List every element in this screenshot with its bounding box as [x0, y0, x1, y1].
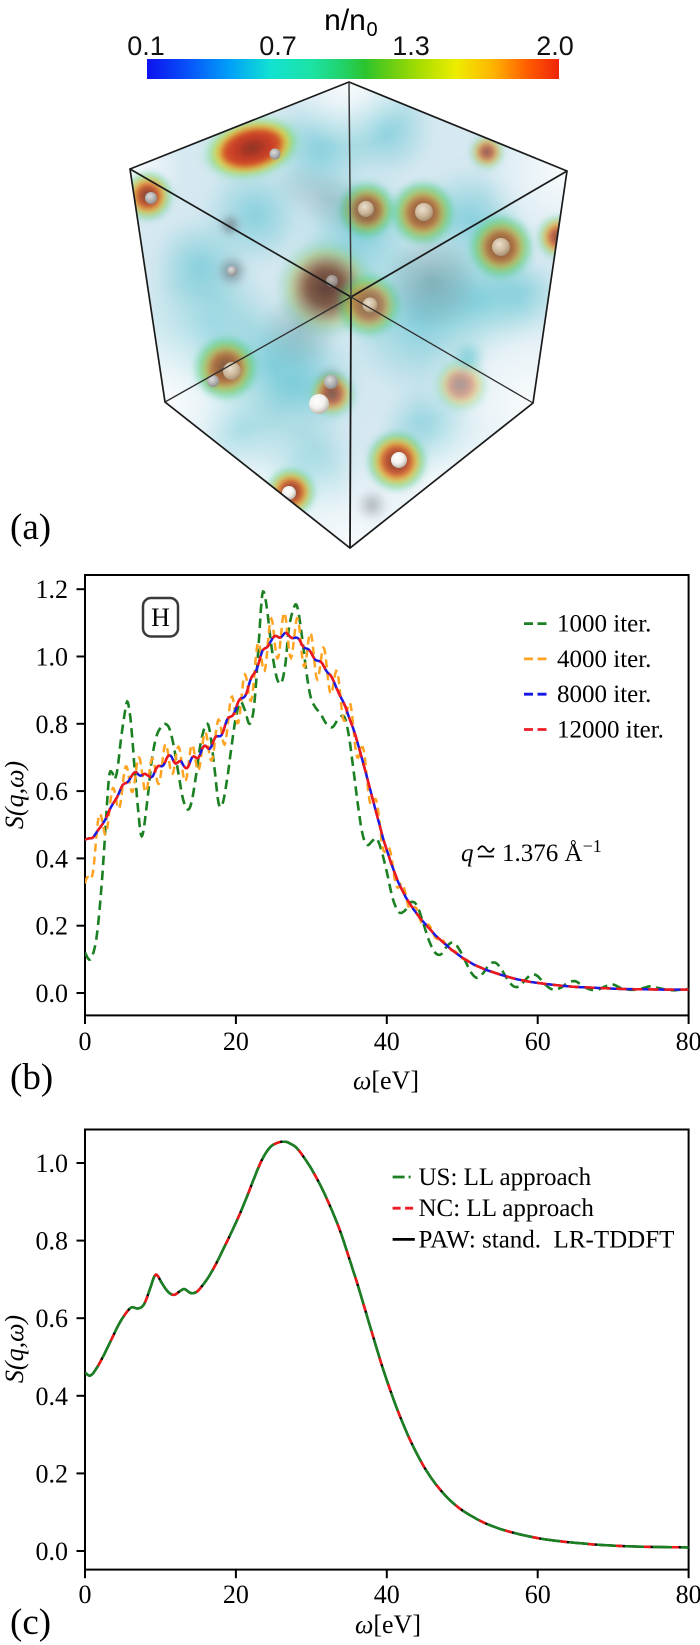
svg-text:US: LL approach: US: LL approach — [419, 1164, 592, 1191]
svg-text:0: 0 — [79, 1580, 92, 1609]
svg-text:80: 80 — [676, 1580, 700, 1609]
svg-text:0.7: 0.7 — [259, 31, 297, 61]
svg-text:1.3: 1.3 — [392, 31, 430, 61]
svg-text:H: H — [151, 603, 170, 632]
svg-text:0.0: 0.0 — [36, 1537, 69, 1566]
svg-text:n/n: n/n — [324, 4, 366, 37]
svg-text:ω[eV]: ω[eV] — [353, 1066, 419, 1095]
svg-text:60: 60 — [525, 1580, 551, 1609]
svg-text:0.4: 0.4 — [36, 1382, 69, 1411]
svg-text:0: 0 — [79, 1027, 92, 1056]
svg-text:0.2: 0.2 — [36, 912, 69, 941]
svg-text:80: 80 — [676, 1027, 700, 1056]
svg-text:0: 0 — [366, 19, 377, 41]
svg-text:0.0: 0.0 — [36, 979, 69, 1008]
svg-text:1000 iter.: 1000 iter. — [557, 611, 651, 638]
svg-text:40: 40 — [374, 1580, 400, 1609]
svg-text:0.1: 0.1 — [127, 31, 165, 61]
svg-text:0.2: 0.2 — [36, 1459, 69, 1488]
svg-text:4000 iter.: 4000 iter. — [557, 646, 651, 673]
svg-text:0.6: 0.6 — [36, 1304, 69, 1333]
svg-text:60: 60 — [525, 1027, 551, 1056]
svg-text:S(q,ω): S(q,ω) — [0, 761, 29, 829]
svg-text:NC: LL approach: NC: LL approach — [419, 1195, 595, 1222]
svg-text:0.8: 0.8 — [36, 1227, 69, 1256]
svg-text:(c): (c) — [10, 1602, 51, 1643]
svg-text:(b): (b) — [10, 1057, 53, 1098]
svg-text:2.0: 2.0 — [536, 31, 574, 61]
svg-text:12000 iter.: 12000 iter. — [557, 717, 664, 744]
svg-text:ω[eV]: ω[eV] — [355, 1610, 421, 1639]
svg-text:20: 20 — [223, 1027, 249, 1056]
svg-text:1.0: 1.0 — [36, 1149, 69, 1178]
svg-text:8000 iter.: 8000 iter. — [557, 681, 651, 708]
svg-text:40: 40 — [374, 1027, 400, 1056]
svg-text:S(q,ω): S(q,ω) — [0, 1315, 29, 1383]
svg-text:0.4: 0.4 — [36, 844, 69, 873]
svg-text:0.8: 0.8 — [36, 710, 69, 739]
svg-text:PAW: stand. LR-TDDFT: PAW: stand. LR-TDDFT — [419, 1226, 675, 1253]
svg-text:1.2: 1.2 — [36, 575, 69, 604]
svg-text:20: 20 — [223, 1580, 249, 1609]
svg-text:q: q — [461, 840, 474, 867]
svg-text:1.0: 1.0 — [36, 643, 69, 672]
svg-text:0.6: 0.6 — [36, 777, 69, 806]
svg-text:(a): (a) — [10, 507, 51, 548]
